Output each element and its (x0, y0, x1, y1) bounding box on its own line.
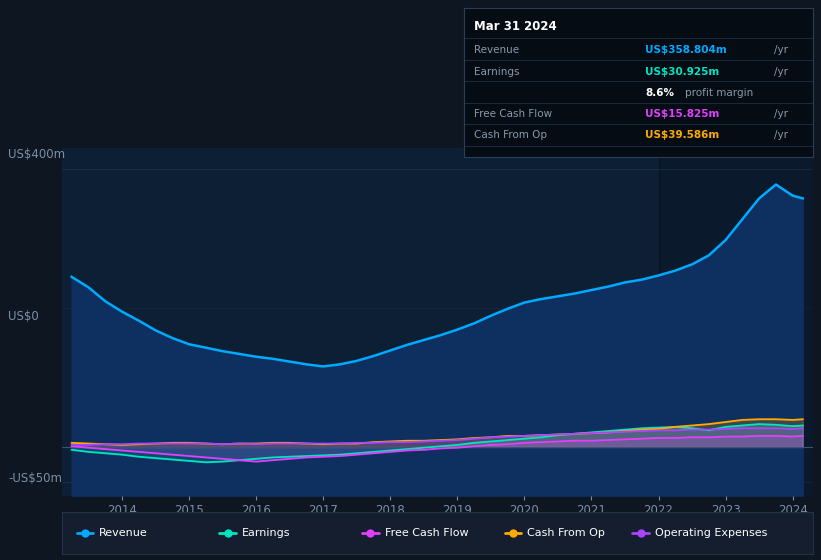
Text: Free Cash Flow: Free Cash Flow (475, 109, 553, 119)
Text: US$39.586m: US$39.586m (645, 129, 719, 139)
Text: 8.6%: 8.6% (645, 88, 674, 98)
Text: profit margin: profit margin (686, 88, 754, 98)
Text: Earnings: Earnings (242, 529, 291, 538)
Text: -US$50m: -US$50m (8, 472, 62, 486)
Text: US$0: US$0 (8, 310, 39, 323)
Text: US$15.825m: US$15.825m (645, 109, 720, 119)
Text: /yr: /yr (774, 45, 788, 55)
Bar (658, 148, 813, 496)
Text: US$358.804m: US$358.804m (645, 45, 727, 55)
Text: Earnings: Earnings (475, 67, 520, 77)
Text: US$30.925m: US$30.925m (645, 67, 719, 77)
Text: Cash From Op: Cash From Op (475, 129, 548, 139)
Text: Mar 31 2024: Mar 31 2024 (475, 20, 557, 32)
Text: /yr: /yr (774, 67, 788, 77)
Text: /yr: /yr (774, 129, 788, 139)
Text: Cash From Op: Cash From Op (527, 529, 605, 538)
Text: Revenue: Revenue (475, 45, 520, 55)
Text: US$400m: US$400m (8, 148, 66, 161)
Text: Free Cash Flow: Free Cash Flow (384, 529, 468, 538)
Text: /yr: /yr (774, 109, 788, 119)
Text: Operating Expenses: Operating Expenses (655, 529, 768, 538)
Text: Revenue: Revenue (99, 529, 148, 538)
